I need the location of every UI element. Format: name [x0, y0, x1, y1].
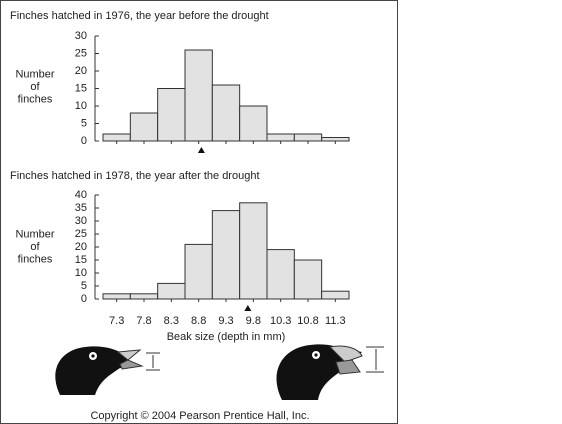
- bar: [267, 134, 294, 141]
- x-tick-label: 11.3: [325, 315, 346, 327]
- y-axis-label: finches: [18, 93, 53, 105]
- x-tick-label: 9.8: [246, 315, 261, 327]
- y-tick-label: 20: [75, 241, 87, 253]
- x-tick-label: 9.3: [218, 315, 233, 327]
- x-tick-label: 8.8: [191, 315, 206, 327]
- y-tick-label: 30: [75, 215, 87, 227]
- bar: [212, 211, 239, 299]
- y-tick-label: 35: [75, 202, 87, 214]
- chart-title: Finches hatched in 1978, the year after …: [10, 170, 260, 182]
- y-axis-label: finches: [18, 253, 53, 265]
- bar: [322, 291, 349, 299]
- y-tick-label: 10: [75, 100, 87, 112]
- bar: [267, 250, 294, 299]
- bar: [240, 203, 267, 299]
- bar: [294, 260, 321, 299]
- y-tick-label: 30: [75, 30, 87, 42]
- bar: [185, 244, 212, 299]
- bar: [240, 106, 267, 141]
- bar: [130, 294, 157, 299]
- y-axis-label: of: [30, 241, 40, 253]
- y-tick-label: 40: [75, 189, 87, 201]
- x-axis-label: Beak size (depth in mm): [167, 331, 286, 343]
- y-tick-label: 0: [81, 135, 87, 147]
- bar: [212, 85, 239, 141]
- bar: [185, 50, 212, 141]
- y-axis-label: of: [30, 81, 40, 93]
- x-tick-label: 8.3: [164, 315, 179, 327]
- y-tick-label: 5: [81, 280, 87, 292]
- y-tick-label: 15: [75, 254, 87, 266]
- bar: [130, 113, 157, 141]
- bar: [103, 134, 130, 141]
- figure: Copyright © 2004 Pearson Prentice Hall, …: [0, 0, 562, 424]
- bar: [103, 294, 130, 299]
- bar: [294, 134, 321, 141]
- y-tick-label: 20: [75, 65, 87, 77]
- y-axis-label: Number: [15, 68, 54, 80]
- x-tick-label: 10.8: [297, 315, 318, 327]
- y-tick-label: 0: [81, 293, 87, 305]
- y-tick-label: 10: [75, 267, 87, 279]
- bar: [158, 283, 185, 299]
- chart-title: Finches hatched in 1976, the year before…: [10, 10, 269, 22]
- y-tick-label: 15: [75, 82, 87, 94]
- copyright: Copyright © 2004 Pearson Prentice Hall, …: [90, 410, 309, 422]
- y-tick-label: 25: [75, 47, 87, 59]
- y-axis-label: Number: [15, 228, 54, 240]
- y-tick-label: 5: [81, 117, 87, 129]
- x-tick-label: 10.3: [270, 315, 291, 327]
- bar: [322, 138, 349, 142]
- bar: [158, 89, 185, 142]
- x-tick-label: 7.8: [136, 315, 151, 327]
- y-tick-label: 25: [75, 228, 87, 240]
- x-tick-label: 7.3: [109, 315, 124, 327]
